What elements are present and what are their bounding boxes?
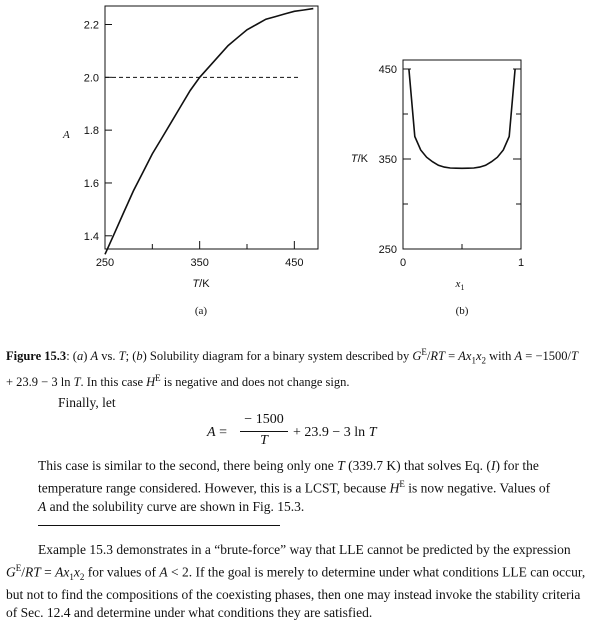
x-tick-label-a-1: 350: [190, 257, 208, 269]
axis-label-b-y: T/K: [351, 153, 369, 165]
x-tick-label-b-0: 0: [400, 257, 406, 269]
panel-b-chart: 250 350 450 0 1 T/K x1 (b): [351, 59, 524, 317]
x-tick-label-b-1: 1: [518, 257, 524, 269]
panel-a-chart: 1.4 1.6 1.8 2.0 2.2 250 350 450 A T/K (a): [62, 5, 319, 317]
paragraph-lcst: This case is similar to the second, ther…: [38, 458, 551, 514]
curve-a-vs-t: [104, 7, 314, 255]
y-tick-label-b-2: 450: [379, 64, 397, 76]
axis-label-a-y: A: [62, 129, 70, 141]
solubility-curve: [408, 68, 516, 170]
axis-label-b-x: x1: [455, 278, 465, 292]
y-tick-label-b-0: 250: [379, 244, 397, 256]
panel-label-b: (b): [456, 305, 469, 317]
paragraph-stability: Example 15.3 demonstrates in a “brute-fo…: [6, 542, 586, 621]
y-tick-label-b-1: 350: [379, 154, 397, 166]
panel-a-frame: [104, 5, 319, 250]
y-tick-label-a-3: 2.0: [84, 72, 99, 84]
y-tick-label-a-2: 1.8: [84, 125, 99, 137]
x-tick-label-a-0: 250: [96, 257, 114, 269]
y-tick-label-a-1: 1.6: [84, 178, 99, 190]
equation-numerator: − 1500: [244, 412, 284, 427]
axis-label-a-x: T/K: [192, 278, 210, 290]
panel-b-frame: [402, 59, 522, 250]
caption-label: Figure 15.3: [6, 349, 67, 364]
x-tick-label-a-2: 450: [285, 257, 303, 269]
panel-label-a: (a): [195, 305, 208, 317]
y-tick-label-a-0: 1.4: [84, 231, 99, 243]
equation-a: A = − 1500 T + 23.9 − 3 ln T: [207, 412, 377, 448]
section-divider: [38, 525, 280, 526]
figure-caption: Figure 15.3: (a) A vs. T; (b) Solubility…: [6, 347, 578, 389]
y-tick-label-a-4: 2.2: [84, 19, 99, 31]
finally-text: Finally, let: [58, 395, 116, 410]
figure-15-3: 1.4 1.6 1.8 2.0 2.2 250 350 450 A T/K (a) 250 3…: [62, 5, 524, 317]
